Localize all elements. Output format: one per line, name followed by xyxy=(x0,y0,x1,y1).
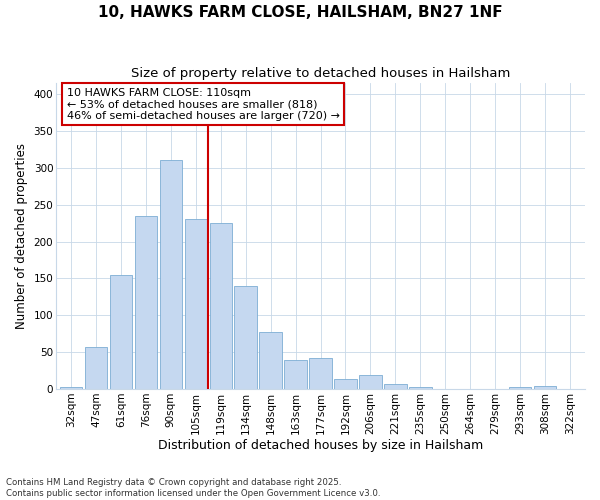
Bar xyxy=(284,360,307,389)
Bar xyxy=(259,332,282,389)
Bar xyxy=(359,375,382,389)
Y-axis label: Number of detached properties: Number of detached properties xyxy=(15,143,28,329)
Text: 10, HAWKS FARM CLOSE, HAILSHAM, BN27 1NF: 10, HAWKS FARM CLOSE, HAILSHAM, BN27 1NF xyxy=(98,5,502,20)
Bar xyxy=(509,387,532,389)
Bar xyxy=(134,216,157,389)
X-axis label: Distribution of detached houses by size in Hailsham: Distribution of detached houses by size … xyxy=(158,440,483,452)
Text: Contains HM Land Registry data © Crown copyright and database right 2025.
Contai: Contains HM Land Registry data © Crown c… xyxy=(6,478,380,498)
Bar xyxy=(85,347,107,389)
Bar xyxy=(334,380,357,389)
Bar xyxy=(310,358,332,389)
Bar xyxy=(409,387,431,389)
Bar xyxy=(235,286,257,389)
Bar xyxy=(209,223,232,389)
Bar xyxy=(60,387,82,389)
Bar xyxy=(110,275,132,389)
Title: Size of property relative to detached houses in Hailsham: Size of property relative to detached ho… xyxy=(131,68,510,80)
Bar xyxy=(384,384,407,389)
Bar xyxy=(534,386,556,389)
Bar xyxy=(185,220,207,389)
Text: 10 HAWKS FARM CLOSE: 110sqm
← 53% of detached houses are smaller (818)
46% of se: 10 HAWKS FARM CLOSE: 110sqm ← 53% of det… xyxy=(67,88,340,121)
Bar xyxy=(160,160,182,389)
